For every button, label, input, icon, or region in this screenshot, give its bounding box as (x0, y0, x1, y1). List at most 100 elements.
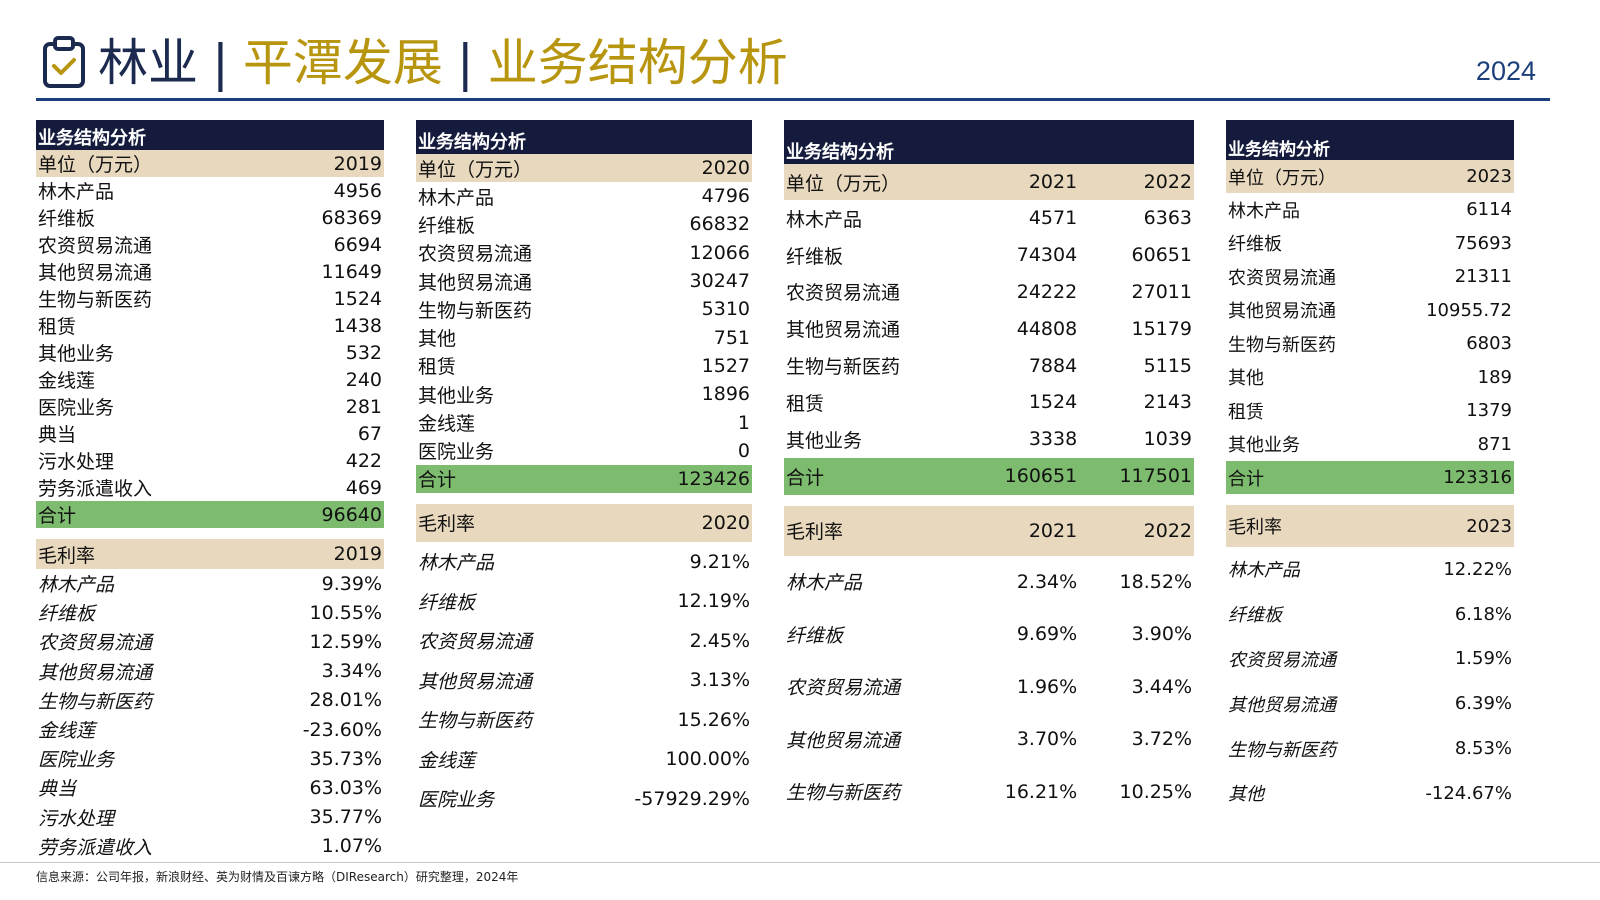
row-value: 281 (345, 395, 382, 418)
table-row: 纤维板 68369 (36, 204, 384, 231)
row-value: 532 (345, 341, 382, 364)
row-value: 6694 (333, 233, 382, 256)
total-value: 123316 (1384, 461, 1514, 494)
margin-row-value: 9.69% (1016, 623, 1078, 646)
row-label: 生物与新医药 (1228, 334, 1336, 356)
table-row: 农资贸易流通 6694 (36, 231, 384, 258)
section-title: 业务结构分析 (784, 120, 1194, 164)
section-header-row: 业务结构分析 (416, 120, 752, 154)
year-header: 2020 (617, 503, 752, 542)
margin-row-label: 林木产品 (418, 552, 495, 575)
margin-row-value: 16.21% (1004, 780, 1078, 803)
margin-row-label: 医院业务 (38, 749, 115, 772)
row-value: 871 (1477, 433, 1512, 455)
margin-row-value: 3.44% (1131, 675, 1192, 698)
section-title: 业务结构分析 (416, 120, 752, 154)
margin-row-value: 2.34% (1016, 570, 1078, 593)
unit-label: 单位（万元） (36, 150, 252, 177)
table-row: 污水处理 422 (36, 447, 384, 474)
margin-row-value: 100.00% (665, 748, 750, 771)
row-label: 林木产品 (1228, 200, 1300, 222)
table-row: 生物与新医药 6803 (1226, 327, 1514, 361)
row-label: 其他贸易流通 (1228, 301, 1336, 323)
title-separator-2: | (456, 34, 474, 92)
row-value: 67 (357, 422, 382, 445)
margin-row-value: -23.60% (302, 718, 382, 741)
margin-row-label: 农资贸易流通 (786, 677, 901, 700)
row-value: 75693 (1454, 232, 1512, 254)
row-value: 422 (345, 449, 382, 472)
row-label: 其他业务 (418, 384, 495, 407)
unit-header-row: 单位（万元） 2020 (416, 154, 752, 182)
row-label: 农资贸易流通 (418, 243, 533, 266)
margin-label: 毛利率 (784, 505, 965, 556)
margin-row-label: 其他贸易流通 (38, 661, 153, 684)
row-value: 1524 (333, 287, 382, 310)
total-value: 160651 (964, 457, 1080, 495)
margin-row: 林木产品 9.39% (36, 569, 384, 598)
table-row: 医院业务 0 (416, 437, 752, 465)
margin-row: 农资贸易流通 1.59% (1226, 637, 1514, 682)
unit-header-row: 单位（万元） 2019 (36, 150, 384, 177)
row-label: 其他业务 (786, 429, 863, 452)
margin-row: 生物与新医药 15.26% (416, 700, 752, 740)
business-structure-table: 业务结构分析 单位（万元） 2021 2022 林木产品 4571 6363 纤维板 74304… (784, 120, 1194, 818)
row-label: 其他 (1228, 368, 1264, 390)
margin-row-value: 8.53% (1454, 738, 1512, 760)
margin-row-label: 林木产品 (786, 572, 863, 595)
margin-row-label: 生物与新医药 (1228, 739, 1336, 761)
table-row: 医院业务 281 (36, 393, 384, 420)
row-value: 3338 (1028, 428, 1078, 451)
year-header: 2019 (251, 539, 384, 569)
year-header: 2020 (617, 154, 752, 182)
margin-row-label: 林木产品 (38, 574, 115, 597)
unit-header-row: 单位（万元） 2023 (1226, 160, 1514, 193)
panel-2020: 业务结构分析 单位（万元） 2020 林木产品 4796 纤维板 66832 农资贸易流通 12… (416, 120, 752, 818)
row-value: 66832 (689, 213, 750, 236)
table-row: 生物与新医药 7884 5115 (784, 347, 1194, 384)
clipboard-check-icon (43, 36, 85, 88)
margin-row-value: 6.39% (1454, 693, 1512, 715)
table-row: 租赁 1527 (416, 352, 752, 380)
title-part-2: 平潭发展 (242, 34, 443, 92)
margin-row: 生物与新医药 16.21% 10.25% (784, 766, 1194, 819)
margin-row: 污水处理 35.77% (36, 803, 384, 832)
row-label: 林木产品 (418, 186, 495, 209)
spacer-row (416, 493, 752, 504)
margin-row: 劳务派遣收入 1.07% (36, 832, 384, 861)
row-value: 24222 (1016, 280, 1078, 303)
spacer (1226, 494, 1514, 505)
row-label: 医院业务 (38, 397, 115, 419)
margin-row: 其他贸易流通 3.70% 3.72% (784, 713, 1194, 766)
row-label: 其他贸易流通 (38, 262, 153, 284)
table-row: 其他业务 1896 (416, 380, 752, 408)
title-part-1: 林业 (98, 34, 198, 92)
spacer (416, 493, 752, 504)
table-row: 林木产品 4956 (36, 177, 384, 204)
margin-row-label: 生物与新医药 (38, 690, 153, 713)
row-value: 2143 (1143, 391, 1192, 414)
margin-row-label: 林木产品 (1228, 560, 1300, 582)
section-title: 业务结构分析 (36, 120, 384, 150)
margin-row: 农资贸易流通 2.45% (416, 621, 752, 661)
row-label: 纤维板 (418, 214, 476, 237)
row-value: 1524 (1028, 391, 1078, 414)
row-label: 金线莲 (38, 370, 96, 392)
panel-2023: 业务结构分析 单位（万元） 2023 林木产品 6114 纤维板 75693 农资贸易流通 21… (1226, 120, 1514, 816)
row-value: 469 (345, 476, 382, 499)
row-value: 68369 (321, 206, 382, 229)
row-label: 纤维板 (38, 208, 96, 230)
table-row: 其他贸易流通 11649 (36, 258, 384, 285)
margin-row-value: 35.73% (309, 747, 382, 770)
row-value: 5310 (701, 298, 750, 321)
header-divider (36, 98, 1550, 101)
margin-row-label: 农资贸易流通 (1228, 649, 1336, 671)
margin-row-value: 3.72% (1131, 728, 1192, 751)
margin-row-value: 9.39% (321, 572, 382, 595)
row-value: 1039 (1143, 428, 1192, 451)
row-value: 4571 (1028, 207, 1078, 230)
row-label: 其他业务 (38, 343, 115, 365)
margin-header-row: 毛利率 2020 (416, 503, 752, 542)
margin-row-value: -57929.29% (634, 787, 750, 810)
total-label: 合计 (36, 501, 252, 528)
